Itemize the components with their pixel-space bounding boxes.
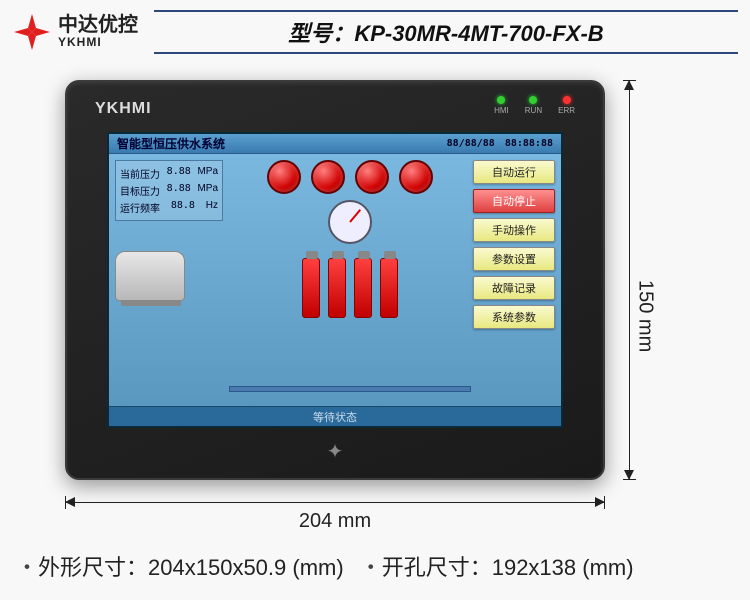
- hmi-button[interactable]: 自动停止: [473, 189, 555, 213]
- led-hmi: HMI: [494, 96, 509, 115]
- led-err: ERR: [558, 96, 575, 115]
- indicator-lamp: [311, 160, 345, 194]
- spec-line: ・外形尺寸：204x150x50.9 (mm) ・开孔尺寸：192x138 (m…: [0, 550, 750, 582]
- hmi-device: YKHMI HMI RUN ERR 智能型恒压供水系统 88/88/88 88:88…: [65, 80, 605, 480]
- readout-row: 当前压力8.88MPa: [120, 165, 218, 182]
- model-label: 型号：: [288, 21, 354, 46]
- hmi-button[interactable]: 自动运行: [473, 160, 555, 184]
- hmi-button[interactable]: 手动操作: [473, 218, 555, 242]
- indicator-lamp: [267, 160, 301, 194]
- status-leds: HMI RUN ERR: [494, 96, 575, 115]
- device-brand: YKHMI: [95, 100, 152, 118]
- pump-graphic: [354, 258, 372, 318]
- dimension-height: 150 mm: [619, 80, 669, 480]
- readout-row: 目标压力8.88MPa: [120, 182, 218, 199]
- hmi-button[interactable]: 参数设置: [473, 247, 555, 271]
- height-label: 150 mm: [634, 280, 657, 352]
- hmi-button-panel: 自动运行自动停止手动操作参数设置故障记录系统参数: [471, 154, 561, 406]
- screen-time: 88:88:88: [505, 138, 553, 149]
- company-name: 中达优控: [58, 15, 138, 35]
- dimension-width: 204 mm: [65, 492, 605, 532]
- pump-graphic: [302, 258, 320, 318]
- pump-graphic: [380, 258, 398, 318]
- led-run: RUN: [525, 96, 542, 115]
- model-value: KP-30MR-4MT-700-FX-B: [354, 21, 603, 46]
- brand-logo: 中达优控 YKHMI: [12, 12, 138, 52]
- pumps-row: [233, 258, 467, 318]
- indicator-lamps: [233, 160, 467, 194]
- pressure-gauge: [328, 200, 372, 244]
- hmi-screen[interactable]: 智能型恒压供水系统 88/88/88 88:88:88 当前压力8.88MPa目…: [107, 132, 563, 428]
- hmi-button[interactable]: 系统参数: [473, 305, 555, 329]
- pipe-graphic: [229, 386, 471, 392]
- outline-key: 外形尺寸：: [38, 555, 148, 580]
- model-bar: 型号：KP-30MR-4MT-700-FX-B: [154, 10, 738, 54]
- screen-title: 智能型恒压供水系统: [117, 135, 225, 152]
- width-label: 204 mm: [299, 510, 371, 533]
- pump-graphic: [328, 258, 346, 318]
- diamond-icon: ✦: [327, 439, 344, 464]
- indicator-lamp: [355, 160, 389, 194]
- logo-icon: [12, 12, 52, 52]
- screen-date: 88/88/88: [447, 138, 495, 149]
- screen-titlebar: 智能型恒压供水系统 88/88/88 88:88:88: [109, 134, 561, 154]
- tank-graphic: [115, 251, 185, 301]
- cutout-val: 192x138 (mm): [492, 555, 634, 580]
- readouts-panel: 当前压力8.88MPa目标压力8.88MPa运行频率88.8Hz: [115, 160, 223, 221]
- indicator-lamp: [399, 160, 433, 194]
- hmi-button[interactable]: 故障记录: [473, 276, 555, 300]
- outline-val: 204x150x50.9 (mm): [148, 555, 344, 580]
- readout-row: 运行频率88.8Hz: [120, 199, 218, 216]
- cutout-key: 开孔尺寸：: [382, 555, 492, 580]
- screen-footer: 等待状态: [109, 406, 561, 426]
- brand-name: YKHMI: [58, 35, 138, 49]
